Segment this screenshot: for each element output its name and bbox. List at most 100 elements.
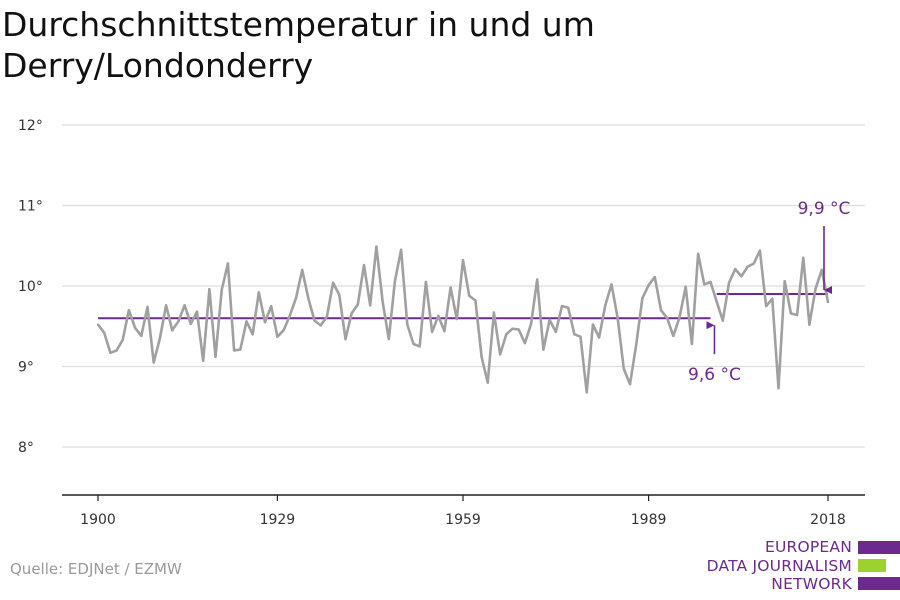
data-point — [808, 323, 811, 326]
data-point — [789, 312, 793, 315]
data-point — [183, 304, 186, 307]
data-point — [208, 288, 211, 291]
data-point — [319, 324, 322, 327]
data-point — [498, 353, 502, 356]
data-point — [189, 322, 192, 326]
data-point — [164, 304, 168, 307]
data-point — [560, 304, 564, 308]
data-point — [455, 317, 459, 321]
data-point — [300, 268, 304, 272]
data-point — [529, 322, 533, 326]
data-point — [158, 337, 162, 340]
x-tick-label: 1989 — [631, 512, 667, 528]
data-point — [820, 268, 824, 272]
data-point — [505, 333, 508, 336]
data-point — [752, 262, 755, 265]
data-point — [647, 283, 650, 287]
data-point — [449, 286, 452, 289]
logo-text: EUROPEAN DATA JOURNALISM NETWORK — [707, 538, 852, 594]
data-point — [109, 351, 112, 355]
data-point — [195, 310, 199, 313]
data-point — [480, 355, 483, 359]
data-point — [517, 328, 520, 331]
data-point — [369, 304, 372, 307]
data-point — [585, 391, 588, 394]
data-point — [294, 296, 298, 300]
grid: 8° 9° 10° 11° 12° — [18, 118, 865, 456]
data-point — [740, 275, 743, 278]
annotation-label: 9,6 °C — [688, 365, 741, 385]
data-point — [536, 278, 539, 281]
data-point — [430, 330, 434, 334]
data-point — [96, 323, 100, 326]
x-tick-label: 1929 — [260, 512, 296, 528]
data-point — [826, 300, 830, 304]
data-point — [523, 341, 527, 345]
data-point — [381, 300, 384, 303]
data-point — [152, 361, 155, 364]
data-point — [703, 283, 706, 286]
y-tick-label: 8° — [18, 440, 34, 456]
data-point — [511, 327, 514, 330]
data-point — [709, 280, 712, 284]
data-point — [777, 387, 780, 390]
logo-bar-purple-top — [858, 541, 900, 554]
data-point — [548, 318, 551, 322]
data-point — [282, 329, 285, 332]
edjnet-logo: EUROPEAN DATA JOURNALISM NETWORK — [700, 538, 900, 594]
logo-line-3: NETWORK — [771, 575, 852, 593]
data-point — [628, 383, 632, 386]
data-point — [461, 259, 465, 262]
chart-title: Durchschnittstemperatur in und um Derry/… — [2, 5, 595, 85]
data-point — [616, 317, 619, 320]
x-tick-label: 1959 — [445, 512, 481, 528]
data-point — [362, 263, 366, 267]
data-point — [214, 355, 217, 359]
data-point — [263, 321, 267, 324]
data-point — [635, 343, 638, 346]
data-point — [226, 262, 230, 265]
data-point — [406, 323, 409, 326]
data-point — [171, 329, 174, 332]
data-point — [325, 315, 329, 318]
data-point — [140, 334, 143, 338]
annotations: 9,6 °C 9,9 °C — [688, 199, 850, 385]
data-point — [715, 300, 718, 303]
data-point — [245, 320, 248, 323]
y-tick-label: 9° — [18, 360, 34, 376]
data-point — [746, 265, 749, 268]
data-point — [201, 359, 205, 363]
data-point — [486, 381, 489, 384]
data-point — [177, 320, 180, 323]
data-point — [239, 348, 242, 351]
data-point — [684, 285, 687, 289]
data-point — [288, 314, 291, 317]
data-point — [764, 304, 768, 308]
data-point — [696, 252, 700, 255]
data-point — [232, 349, 236, 352]
data-point — [399, 248, 403, 251]
data-point — [802, 256, 805, 260]
data-point — [672, 334, 675, 338]
data-point — [437, 314, 440, 317]
data-point — [721, 319, 725, 322]
logo-bar-purple-bottom — [858, 577, 900, 590]
data-point — [127, 308, 131, 312]
annotation-label: 9,9 °C — [798, 199, 851, 219]
data-point — [121, 338, 124, 342]
data-point — [276, 335, 279, 338]
x-axis: 1900 1929 1959 1989 2018 — [62, 494, 865, 528]
data-point — [591, 323, 595, 326]
source-note: Quelle: EDJNet / EZMW — [10, 560, 182, 578]
y-tick-label: 11° — [18, 199, 43, 215]
data-point — [579, 335, 582, 338]
data-point — [610, 283, 613, 286]
data-point — [115, 349, 118, 352]
data-point — [146, 305, 149, 309]
data-point — [665, 317, 669, 320]
data-point — [331, 281, 335, 284]
data-point — [758, 249, 762, 252]
data-point — [344, 337, 347, 341]
data-point — [424, 280, 428, 284]
